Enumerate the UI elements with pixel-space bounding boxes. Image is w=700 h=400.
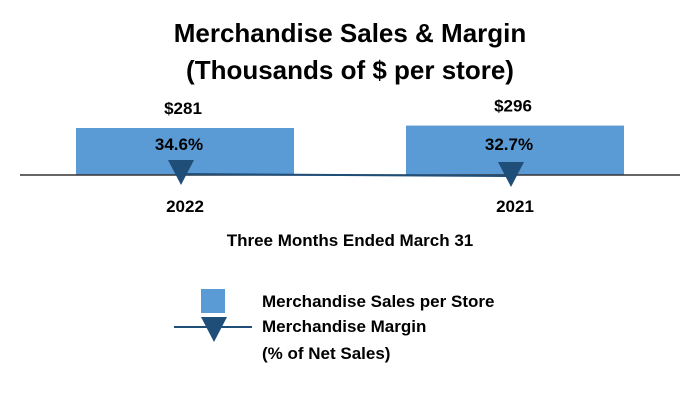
chart-title-line-2: (Thousands of $ per store) [186,55,514,85]
category-label-2022: 2022 [166,197,204,216]
legend-line-label: Merchandise Margin [262,317,426,336]
legend-triangle-icon [201,317,227,342]
margin-marker-2022 [168,160,194,186]
margin-line-layer [168,160,524,187]
bar-value-label-2021: $296 [494,97,532,116]
chart-title-line-1: Merchandise Sales & Margin [174,18,527,48]
legend-line-label-2: (% of Net Sales) [262,344,390,363]
bars-layer [76,125,624,175]
category-label-2021: 2021 [496,197,534,216]
labels-layer: $281 34.6% 2022 $296 32.7% 2021 [155,97,534,216]
margin-value-label-2021: 32.7% [485,135,533,154]
bar-value-label-2022: $281 [164,99,202,118]
legend-bar-swatch [201,289,225,313]
margin-marker-2021 [498,161,524,187]
x-axis-label: Three Months Ended March 31 [227,231,474,250]
margin-value-label-2022: 34.6% [155,135,203,154]
margin-line [180,173,512,177]
legend-bar-label: Merchandise Sales per Store [262,292,494,311]
